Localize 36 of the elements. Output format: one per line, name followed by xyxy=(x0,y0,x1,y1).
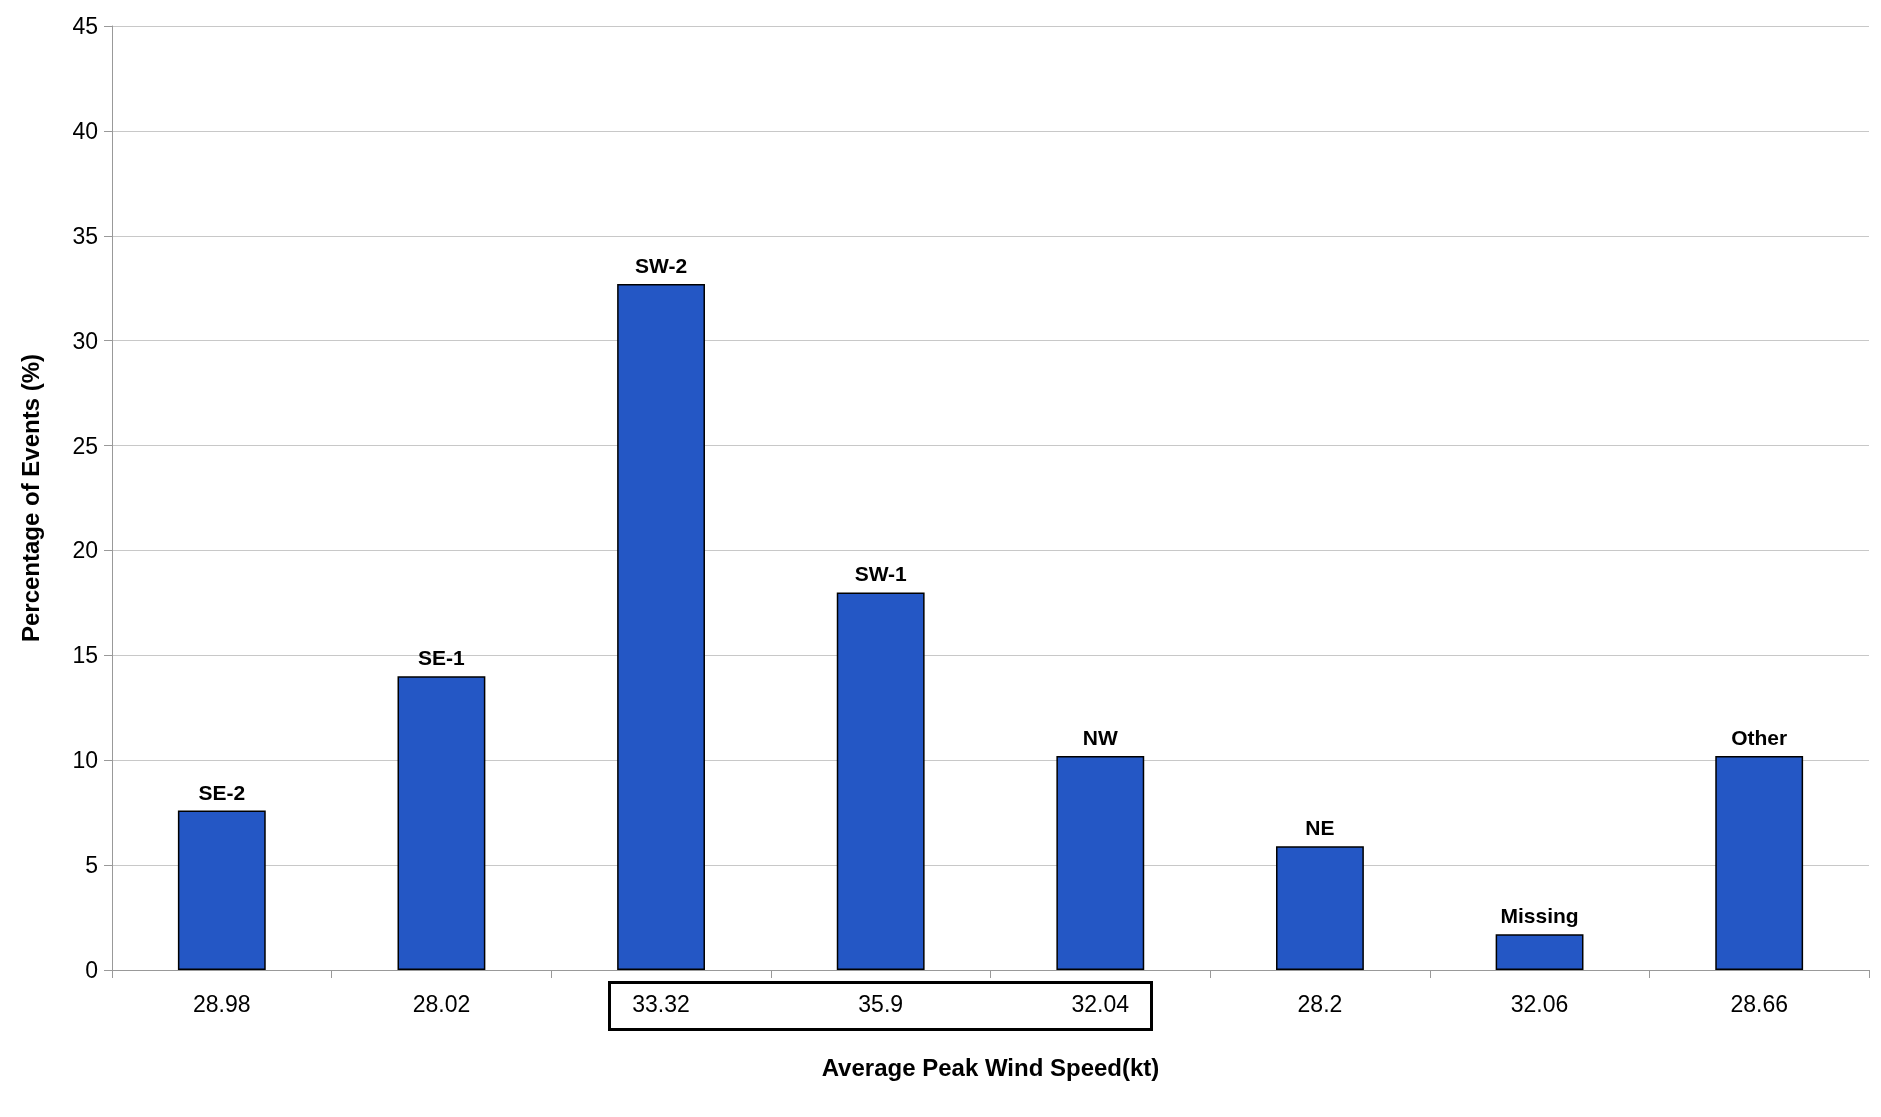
data-label: Missing xyxy=(1500,904,1579,928)
y-tick-label: 5 xyxy=(85,852,98,879)
x-tick-label: 35.9 xyxy=(858,990,904,1017)
x-tick-label: 28.66 xyxy=(1730,990,1788,1017)
bar xyxy=(397,676,486,970)
y-tick-label: 10 xyxy=(72,747,98,774)
x-tick-label: 33.32 xyxy=(632,990,690,1017)
bar xyxy=(1715,756,1804,970)
y-tick-label: 25 xyxy=(72,432,98,459)
y-tick-label: 20 xyxy=(72,537,98,564)
y-axis-title: Percentage of Events (%) xyxy=(16,353,44,643)
bar xyxy=(177,810,266,970)
data-label: NW xyxy=(1082,726,1118,750)
data-label: SE-2 xyxy=(198,780,246,804)
data-label: SW-1 xyxy=(854,562,908,586)
y-tick-label: 35 xyxy=(72,222,98,249)
y-tick-label: 15 xyxy=(72,642,98,669)
data-label: NE xyxy=(1305,816,1335,840)
bar xyxy=(1495,934,1584,970)
y-tick-label: 45 xyxy=(72,13,98,39)
x-tick-label: 28.2 xyxy=(1297,990,1343,1017)
bar xyxy=(617,284,705,970)
bar xyxy=(836,592,925,970)
x-tick-label: 32.04 xyxy=(1071,990,1130,1017)
x-tick-label: 32.06 xyxy=(1510,990,1569,1017)
y-tick-label: 0 xyxy=(85,957,98,983)
data-label: Other xyxy=(1731,726,1788,750)
y-tick-label: 40 xyxy=(72,117,98,144)
x-tick-label: 28.98 xyxy=(193,990,251,1017)
x-tick-label: 28.02 xyxy=(412,990,471,1017)
y-tick-label: 30 xyxy=(72,327,98,354)
data-label: SE-1 xyxy=(418,646,466,670)
bar xyxy=(1276,846,1364,970)
data-label: SW-2 xyxy=(635,254,688,278)
bar xyxy=(1056,756,1145,970)
x-axis-title: Average Peak Wind Speed(kt) xyxy=(821,1053,1160,1081)
